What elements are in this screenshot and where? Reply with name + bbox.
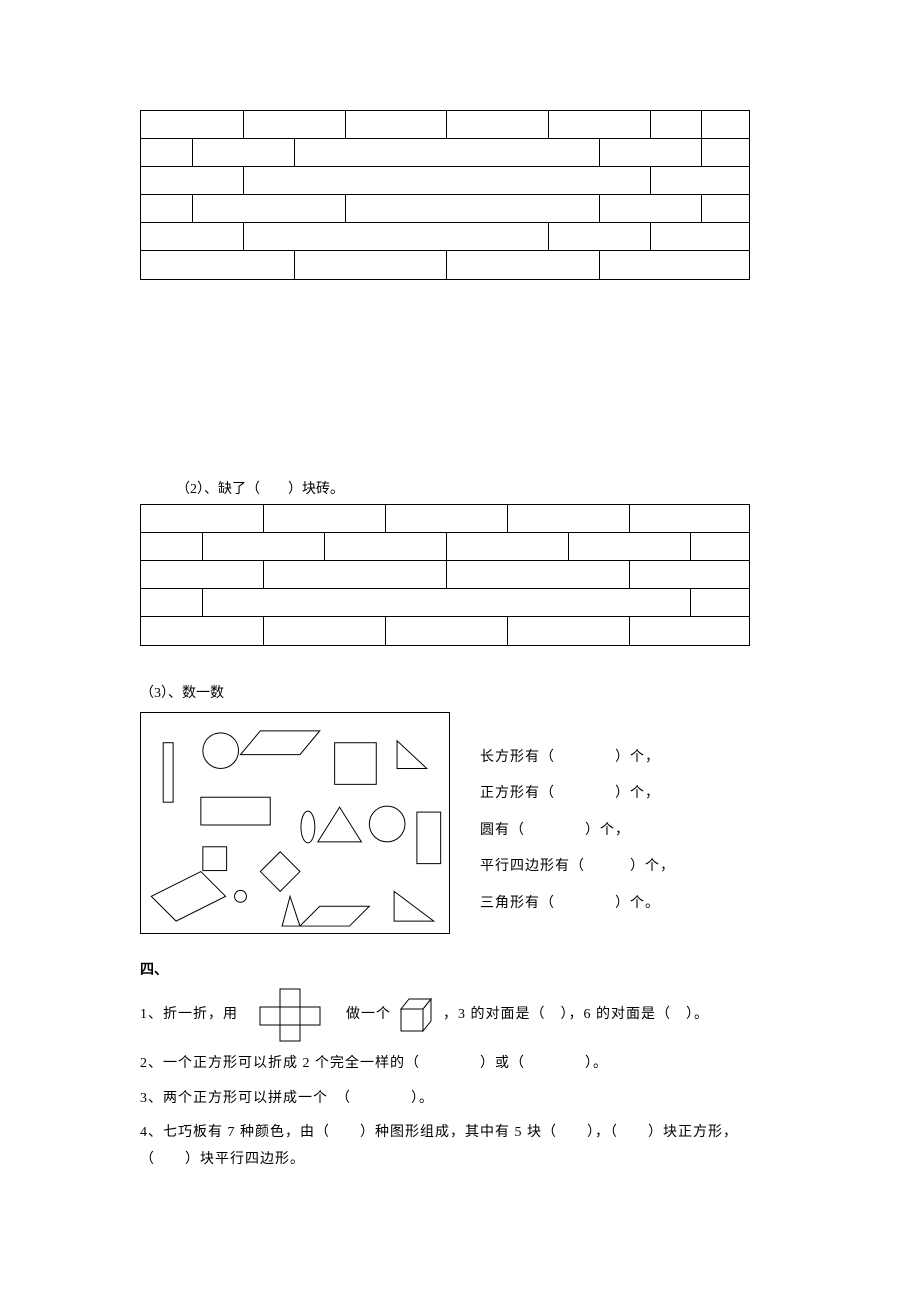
section4-q3: 3、两个正方形可以拼成一个 （ ）。 xyxy=(140,1086,780,1113)
section4-q1-suffix: ，3 的对面是（ ），6 的对面是（ ）。 xyxy=(443,1002,709,1029)
section4-q1-prefix: 1、折一折，用 xyxy=(140,1002,238,1029)
section4-q4: 4、七巧板有 7 种颜色，由（ ）种图形组成，其中有 5 块（ ），（ ）块正方… xyxy=(140,1120,780,1173)
section4-heading: 四、 xyxy=(140,959,780,979)
q2-label: （2）、缺了（ ）块砖。 xyxy=(176,478,780,498)
q3-line-circle: 圆有（ ）个， xyxy=(480,813,675,849)
q3-line-rect: 长方形有（ ）个， xyxy=(480,740,675,776)
brick-wall-1 xyxy=(140,110,750,280)
section4-q1: 1、折一折，用 做一个 ，3 的对面是（ ），6 的对面是（ ）。 xyxy=(140,987,780,1043)
q3-line-para: 平行四边形有（ ）个， xyxy=(480,849,675,885)
cube-icon xyxy=(395,995,439,1035)
section4-q2: 2、一个正方形可以折成 2 个完全一样的（ ）或（ ）。 xyxy=(140,1051,780,1078)
brick-wall-2 xyxy=(140,504,750,646)
section4-q1-mid: 做一个 xyxy=(346,1002,391,1029)
shapes-box xyxy=(140,712,450,939)
q3-label: （3）、数一数 xyxy=(140,682,780,702)
cross-net-icon xyxy=(242,987,342,1043)
shapes-svg xyxy=(140,712,450,934)
q3-line-square: 正方形有（ ）个， xyxy=(480,776,675,812)
q3-line-tri: 三角形有（ ）个。 xyxy=(480,886,675,922)
q3-answers: 长方形有（ ）个， 正方形有（ ）个， 圆有（ ）个， 平行四边形有（ ）个， … xyxy=(480,712,675,922)
